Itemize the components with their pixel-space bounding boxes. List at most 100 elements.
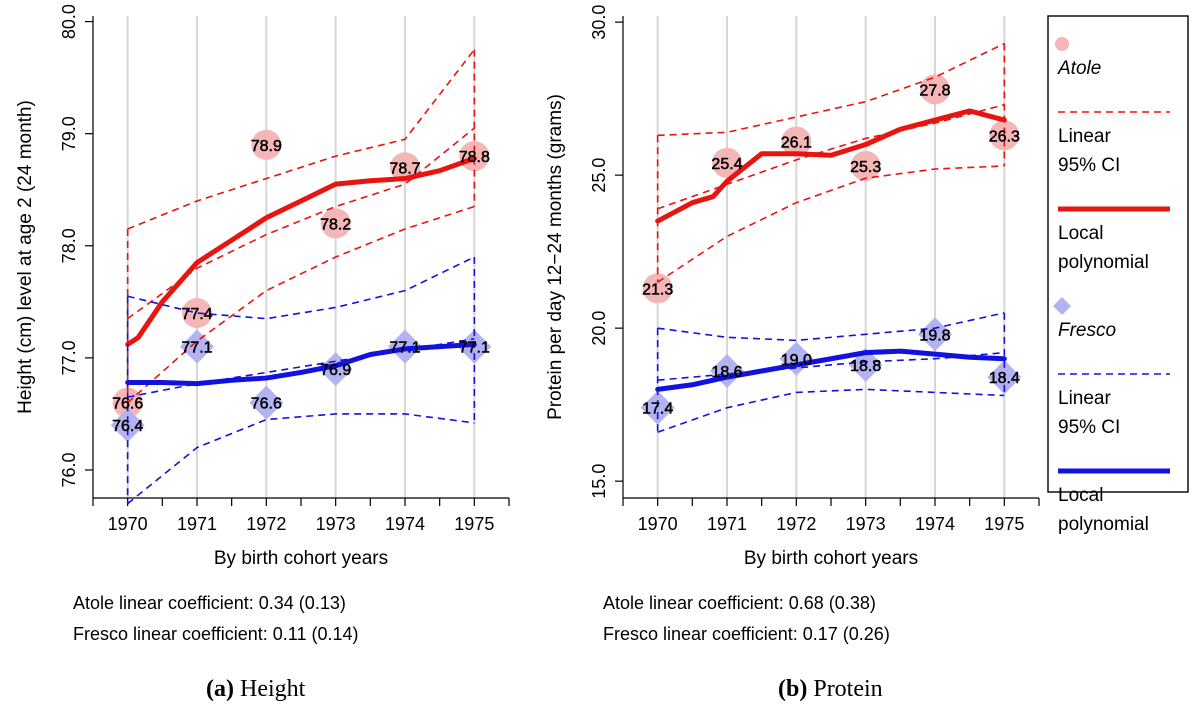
x-tick-label: 1974 xyxy=(385,514,425,534)
legend-item: Local polynomial xyxy=(1058,206,1170,273)
atole-point xyxy=(920,74,950,105)
fresco-ci-lower xyxy=(127,413,475,505)
atole-point xyxy=(642,273,673,304)
x-tick-label: 1975 xyxy=(984,514,1024,534)
fresco-data-label: 76.6 xyxy=(251,396,282,413)
coefficient-line: Atole linear coefficient: 0.34 (0.13) xyxy=(73,593,346,613)
atole-data-label: 25.4 xyxy=(711,156,742,173)
legend-label: Linear xyxy=(1058,126,1111,147)
atole-point xyxy=(182,298,212,329)
atole-ci-lower xyxy=(127,205,475,404)
caption-a-letter: (a) xyxy=(206,676,234,702)
coefficient-line: Atole linear coefficient: 0.68 (0.38) xyxy=(603,593,876,613)
fresco-linear-fit xyxy=(657,351,1005,381)
legend-item: Atole xyxy=(1055,37,1101,79)
fresco-ci-upper xyxy=(127,256,475,320)
y-axis-title: Height (cm) level at age 2 (24 month) xyxy=(15,100,36,414)
y-tick-label: 20.0 xyxy=(589,311,609,346)
y-tick-label: 77.0 xyxy=(59,340,79,375)
x-axis-title: By birth cohort years xyxy=(214,548,388,569)
fresco-data-label: 18.6 xyxy=(711,364,742,381)
fresco-data-label: 76.9 xyxy=(320,362,351,379)
fresco-local-polynomial xyxy=(125,341,477,387)
atole-ci-lower xyxy=(657,165,1005,283)
x-axis-title: By birth cohort years xyxy=(744,548,918,569)
fresco-data-label: 19.0 xyxy=(781,352,812,369)
legend-item: Local polynomial xyxy=(1058,468,1170,535)
legend-box xyxy=(1047,15,1189,493)
x-tick-label: 1973 xyxy=(846,514,886,534)
atole-local-polynomial xyxy=(125,155,477,347)
fresco-point xyxy=(249,385,284,420)
atole-data-label: 77.4 xyxy=(181,306,212,323)
fresco-ci-upper xyxy=(657,312,1005,342)
legend-item: Linear 95% CI xyxy=(1058,111,1170,176)
x-tick-label: 1970 xyxy=(638,514,678,534)
atole-point xyxy=(850,150,881,181)
legend-label: Fresco xyxy=(1058,320,1116,341)
atole-data-label: 26.1 xyxy=(781,134,812,151)
caption-a: (a) Height xyxy=(206,676,305,703)
caption-b-text: Protein xyxy=(813,676,883,702)
legend-label: 95% CI xyxy=(1058,155,1120,176)
atole-ci-upper xyxy=(127,49,475,230)
fresco-data-label: 18.8 xyxy=(850,358,881,375)
legend-label: Linear xyxy=(1058,388,1111,409)
atole-data-label: 78.9 xyxy=(251,138,282,155)
caption-b: (b) Protein xyxy=(778,676,883,703)
legend-label: Local xyxy=(1058,223,1103,244)
fresco-point xyxy=(180,329,214,364)
legend-label: 95% CI xyxy=(1058,417,1120,438)
y-tick-label: 78.0 xyxy=(59,228,79,263)
fresco-data-label: 18.4 xyxy=(989,370,1020,387)
atole-data-label: 26.3 xyxy=(989,128,1020,145)
fresco-point xyxy=(918,317,952,352)
panel-b: 1970 1971 1972 1973 1974 1975 15.0 20.0 25.0 30.0… xyxy=(545,5,1040,644)
y-tick-label: 76.0 xyxy=(59,452,79,487)
atole-point xyxy=(251,129,282,160)
legend-atole-marker xyxy=(1055,37,1069,51)
y-tick-label: 30.0 xyxy=(589,5,609,40)
atole-data-label: 76.6 xyxy=(112,396,143,413)
x-tick-label: 1975 xyxy=(454,514,494,534)
x-tick-label: 1972 xyxy=(776,514,816,534)
y-tick-label: 15.0 xyxy=(589,464,609,499)
legend-fresco-marker xyxy=(1053,297,1071,315)
fresco-data-label: 77.1 xyxy=(459,340,490,357)
fresco-data-label: 76.4 xyxy=(112,418,143,435)
atole-linear-fit xyxy=(657,103,1005,210)
x-tick-label: 1971 xyxy=(177,514,217,534)
fresco-data-label: 77.1 xyxy=(181,340,212,357)
fresco-point xyxy=(110,408,145,443)
fresco-point xyxy=(640,390,675,425)
legend-item: Linear 95% CI xyxy=(1058,373,1170,438)
atole-point xyxy=(989,120,1020,151)
atole-data-label: 78.2 xyxy=(320,216,351,233)
y-axis-title: Protein per day 12−24 months (grams) xyxy=(545,94,566,420)
atole-data-label: 21.3 xyxy=(642,281,673,298)
fresco-data-label: 77.1 xyxy=(389,340,420,357)
atole-point xyxy=(712,147,742,178)
atole-local-polynomial xyxy=(655,108,1007,224)
legend-label: Local xyxy=(1058,485,1103,506)
x-tick-label: 1973 xyxy=(316,514,356,534)
atole-point xyxy=(781,126,812,157)
y-tick-label: 80.0 xyxy=(59,4,79,39)
atole-data-label: 25.3 xyxy=(850,159,881,176)
caption-a-text: Height xyxy=(239,676,306,702)
x-tick-label: 1971 xyxy=(707,514,747,534)
y-tick-label: 79.0 xyxy=(59,116,79,151)
atole-data-label: 78.8 xyxy=(459,149,490,166)
atole-data-label: 78.7 xyxy=(389,160,420,177)
atole-point xyxy=(320,208,351,239)
coefficient-line: Fresco linear coefficient: 0.17 (0.26) xyxy=(603,624,890,644)
atole-ci-upper xyxy=(657,42,1005,137)
legend-item: Fresco xyxy=(1053,297,1116,341)
x-tick-label: 1972 xyxy=(246,514,286,534)
legend-label: polynomial xyxy=(1058,252,1149,273)
legend-label: polynomial xyxy=(1058,514,1149,535)
atole-data-label: 27.8 xyxy=(919,82,950,99)
fresco-local-polynomial xyxy=(655,348,1007,392)
